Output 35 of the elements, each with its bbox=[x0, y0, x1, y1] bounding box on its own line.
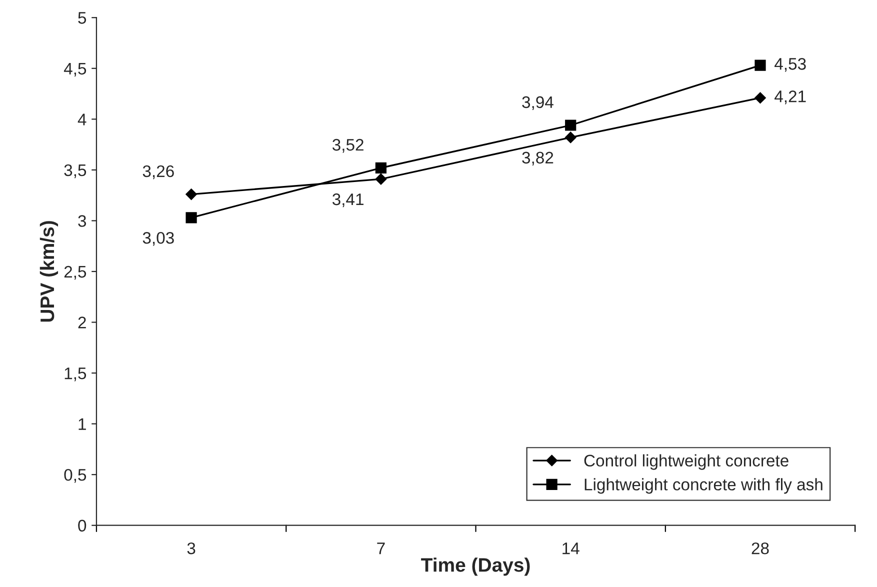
legend-label: Lightweight concrete with fly ash bbox=[584, 478, 822, 494]
y-tick-label: 1,5 bbox=[64, 368, 86, 382]
point bbox=[754, 92, 766, 104]
point bbox=[186, 212, 197, 224]
data-label: 3,52 bbox=[332, 138, 364, 153]
x-tick-label: 7 bbox=[377, 542, 385, 554]
y-tick-label: 3,5 bbox=[64, 164, 86, 178]
y-tick-label: 0 bbox=[78, 520, 86, 532]
y-tick-label: 5 bbox=[78, 12, 86, 24]
point bbox=[375, 162, 387, 174]
y-tick-label: 2,5 bbox=[64, 266, 86, 280]
x-tick-label: 28 bbox=[752, 542, 769, 554]
data-label: 4,21 bbox=[774, 90, 806, 104]
point bbox=[186, 188, 197, 200]
point bbox=[564, 132, 576, 144]
point bbox=[754, 60, 766, 71]
point bbox=[375, 173, 387, 185]
data-label: 3,94 bbox=[522, 96, 554, 110]
x-axis-title: Time (Days) bbox=[421, 558, 530, 576]
data-label: 3,03 bbox=[142, 232, 174, 246]
data-label: 3,41 bbox=[332, 193, 364, 208]
x-tick-label: 3 bbox=[187, 542, 196, 554]
y-axis-title: UPV (km/s) bbox=[40, 221, 58, 322]
data-label: 4,53 bbox=[774, 58, 806, 72]
legend-label: Control lightweight concrete bbox=[584, 454, 788, 470]
data-label: 3,82 bbox=[522, 152, 554, 166]
y-tick-label: 3 bbox=[78, 215, 86, 227]
y-tick-label: 1 bbox=[78, 418, 86, 430]
point bbox=[565, 120, 576, 131]
y-tick-label: 2 bbox=[78, 316, 86, 328]
x-tick-label: 14 bbox=[562, 542, 580, 554]
y-tick-label: 0,5 bbox=[64, 468, 86, 483]
y-tick-label: 4 bbox=[78, 114, 86, 126]
data-label: 3,26 bbox=[142, 165, 174, 180]
y-tick-label: 4,5 bbox=[64, 62, 86, 77]
